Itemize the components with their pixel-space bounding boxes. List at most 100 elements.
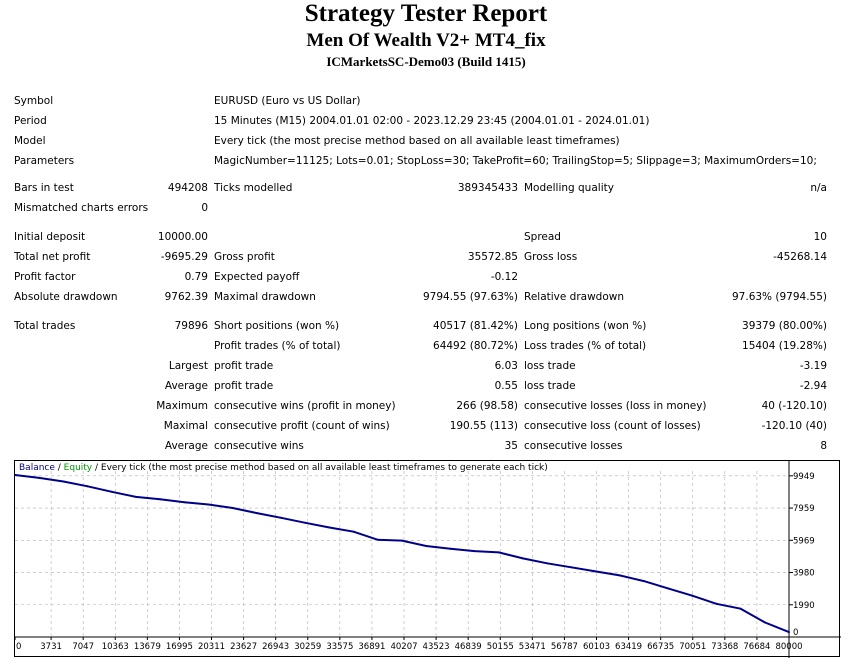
average-loss-value: -2.94 <box>799 380 827 392</box>
balance-point <box>15 474 16 476</box>
x-tick-label: 7047 <box>72 642 94 652</box>
model-label: Model <box>14 135 46 147</box>
largest-loss-value: -3.19 <box>799 360 827 372</box>
gross-loss-label: Gross loss <box>524 251 578 263</box>
y-tick-label: 5969 <box>793 536 815 546</box>
balance-point <box>739 607 742 610</box>
x-tick-label: 20311 <box>198 642 225 652</box>
balance-point <box>86 485 89 488</box>
balance-point <box>352 530 355 533</box>
max-losses-value: 40 (-120.10) <box>761 400 827 412</box>
avg-wins-value: 35 <box>504 440 518 452</box>
balance-point <box>449 547 452 550</box>
largest-loss-label: loss trade <box>524 360 576 372</box>
quality-value: n/a <box>810 182 827 194</box>
x-tick-label: 36891 <box>358 642 385 652</box>
symbol-label: Symbol <box>14 95 54 107</box>
gross-profit-value: 35572.85 <box>467 251 518 263</box>
period-label: Period <box>14 115 47 127</box>
long-positions-label: Long positions (won %) <box>524 320 647 332</box>
bars-value: 494208 <box>167 182 208 194</box>
balance-chart-svg: 0 1990 3980 5969 7959 9949 0 3731 7047 10363 13679… <box>15 461 841 658</box>
balance-point <box>134 495 137 498</box>
balance-point <box>667 587 670 590</box>
balance-point <box>691 594 694 597</box>
max-drawdown-label: Maximal drawdown <box>214 291 316 303</box>
balance-point <box>110 490 113 493</box>
expert-name: Men Of Wealth V2+ MT4_fix <box>306 30 546 51</box>
x-tick-label: 43523 <box>423 642 450 652</box>
x-tick-label: 56787 <box>551 642 578 652</box>
parameters-value: MagicNumber=11125; Lots=0.01; StopLoss=3… <box>214 155 817 167</box>
balance-point <box>38 476 41 479</box>
mismatch-value: 0 <box>201 202 208 214</box>
balance-point <box>255 512 258 515</box>
balance-point <box>376 538 379 541</box>
x-tick-label: 0 <box>16 642 21 652</box>
legend-description: Every tick (the most precise method base… <box>100 463 548 473</box>
balance-point <box>62 480 65 483</box>
balance-line <box>15 474 790 634</box>
loss-trades-label: Loss trades (% of total) <box>524 340 647 352</box>
max-drawdown-value: 9794.55 (97.63%) <box>423 291 518 303</box>
avg-losses-label: consecutive losses <box>524 440 623 452</box>
profit-factor-value: 0.79 <box>184 271 208 283</box>
y-tick-label: 0 <box>793 628 798 638</box>
x-tick-label: 13679 <box>134 642 161 652</box>
x-tick-label: 16995 <box>166 642 193 652</box>
spread-label: Spread <box>524 231 561 243</box>
x-tick-label: 40207 <box>390 642 417 652</box>
balance-point <box>328 526 331 529</box>
average-loss-label: loss trade <box>524 380 576 392</box>
short-positions-label: Short positions (won %) <box>214 320 340 332</box>
short-positions-value: 40517 (81.42%) <box>433 320 518 332</box>
abs-drawdown-value: 9762.39 <box>164 291 208 303</box>
largest-label: Largest <box>168 360 208 372</box>
rel-drawdown-value: 97.63% (9794.55) <box>732 291 827 303</box>
y-tick-label: 9949 <box>793 472 815 482</box>
long-positions-value: 39379 (80.00%) <box>742 320 827 332</box>
largest-profit-value: 6.03 <box>494 360 518 372</box>
balance-point <box>763 621 766 624</box>
balance-point <box>231 507 234 509</box>
x-tick-label: 70051 <box>679 642 706 652</box>
balance-point <box>497 551 500 554</box>
legend-balance: Balance <box>19 463 55 473</box>
net-profit-value: -9695.29 <box>160 251 208 263</box>
balance-point <box>570 566 573 569</box>
x-tick-label: 80000 <box>775 642 802 652</box>
period-value: 15 Minutes (M15) 2004.01.01 02:00 - 2023… <box>214 115 650 127</box>
profit-factor-label: Profit factor <box>14 271 76 283</box>
balance-chart: 0 1990 3980 5969 7959 9949 0 3731 7047 10363 13679… <box>14 460 841 658</box>
chart-legend: Balance / Equity / Every tick (the most … <box>19 463 548 473</box>
balance-point <box>715 602 718 605</box>
balance-point <box>207 503 210 506</box>
x-tick-label: 76684 <box>743 642 770 652</box>
quality-label: Modelling quality <box>524 182 614 194</box>
parameters-label: Parameters <box>14 155 75 167</box>
legend-separator: / <box>92 463 101 473</box>
spread-value: 10 <box>813 231 827 243</box>
avg-losses-value: 8 <box>820 440 827 452</box>
max-losses-label: consecutive losses (loss in money) <box>524 400 707 412</box>
average-profit-label: profit trade <box>214 380 274 392</box>
balance-point <box>618 574 621 577</box>
maximal-profit-value: 190.55 (113) <box>449 420 518 432</box>
x-tick-label: 46839 <box>455 642 482 652</box>
x-tick-label: 3731 <box>40 642 62 652</box>
net-profit-label: Total net profit <box>14 251 91 263</box>
server-info: ICMarketsSC-Demo03 (Build 1415) <box>326 54 526 69</box>
x-tick-label: 50155 <box>487 642 514 652</box>
bars-label: Bars in test <box>14 182 74 194</box>
total-trades-label: Total trades <box>14 320 76 332</box>
rel-drawdown-label: Relative drawdown <box>524 291 625 303</box>
x-tick-label: 10363 <box>102 642 129 652</box>
y-tick-label: 1990 <box>793 601 815 611</box>
legend-equity: Equity <box>63 463 93 473</box>
loss-trades-value: 15404 (19.28%) <box>742 340 827 352</box>
max-wins-value: 266 (98.58) <box>456 400 518 412</box>
largest-profit-label: profit trade <box>214 360 274 372</box>
profit-trades-label: Profit trades (% of total) <box>214 340 341 352</box>
balance-point <box>159 498 162 501</box>
balance-point <box>521 557 524 560</box>
